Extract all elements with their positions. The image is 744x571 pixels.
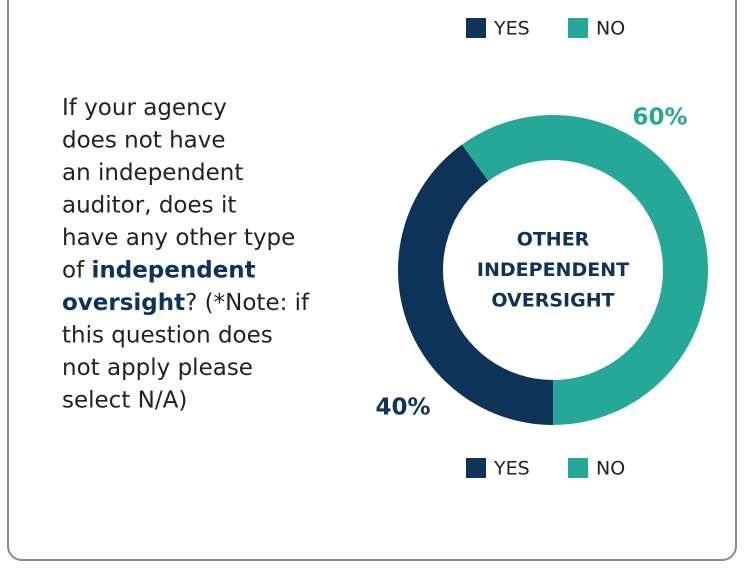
question-text: ? (*Note: if: [185, 290, 310, 316]
donut-slice: [398, 144, 553, 426]
question-text: have any other type: [62, 225, 295, 251]
legend-swatch: [568, 458, 588, 478]
center-label: OVERSIGHT: [491, 290, 614, 312]
question-line: this question does: [62, 322, 273, 348]
question-line: oversight? (*Note: if: [62, 290, 310, 316]
question-line: If your agency: [62, 95, 227, 121]
question-text: select N/A): [62, 387, 187, 413]
legend-label: NO: [596, 458, 625, 480]
emphasis: oversight: [62, 290, 185, 316]
question-text: of: [62, 257, 91, 283]
question-text: auditor, does it: [62, 192, 236, 218]
question-text: this question does: [62, 322, 273, 348]
donut-slice: [461, 115, 709, 426]
legend-swatch: [568, 18, 588, 38]
question-line: does not have: [62, 127, 226, 153]
legend-swatch: [466, 18, 486, 38]
question-text: not apply please: [62, 355, 253, 381]
question-line: an independent: [62, 160, 243, 186]
question-line: of independent: [62, 257, 256, 283]
question-text: If your agency: [62, 95, 227, 121]
emphasis: independent: [91, 257, 255, 283]
question-line: not apply please: [62, 355, 253, 381]
donut-chart: 40% 60% OTHER INDEPENDENT OVERSIGHT YES NO YES N…: [375, 18, 709, 480]
value-label: 60%: [632, 105, 687, 131]
legend-label: YES: [493, 18, 530, 40]
question-line: select N/A): [62, 387, 187, 413]
question-text: an independent: [62, 160, 243, 186]
question-line: auditor, does it: [62, 192, 236, 218]
center-label: INDEPENDENT: [477, 259, 629, 281]
legend-swatch: [466, 458, 486, 478]
question-line: have any other type: [62, 225, 295, 251]
legend-label: NO: [596, 18, 625, 40]
center-label: OTHER: [517, 229, 590, 251]
legend-label: YES: [493, 458, 530, 480]
question-text: does not have: [62, 127, 226, 153]
question: If your agency does not have an independen…: [62, 95, 310, 414]
value-label: 40%: [375, 395, 430, 421]
